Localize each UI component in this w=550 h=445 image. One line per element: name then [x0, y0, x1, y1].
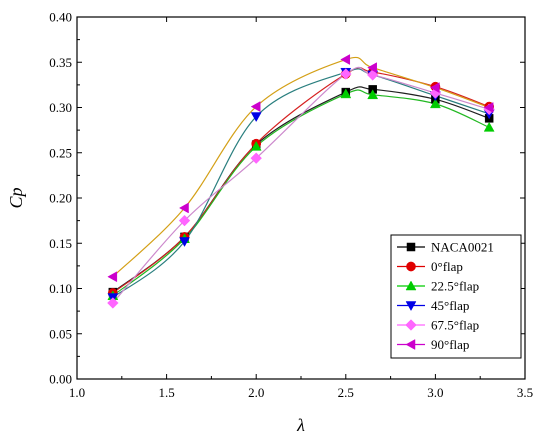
x-tick-label: 1.5 [158, 385, 174, 400]
x-tick-label: 3.5 [517, 385, 533, 400]
data-point-series-5 [429, 82, 440, 94]
legend-marker [405, 319, 417, 331]
legend-label: 22.5°flap [431, 279, 479, 294]
x-tick-label: 2.0 [248, 385, 264, 400]
data-point-series-2 [340, 88, 352, 99]
data-point-series-5 [250, 101, 261, 113]
y-tick-label: 0.30 [49, 100, 72, 115]
legend-marker [406, 261, 416, 272]
legend-marker [405, 339, 416, 350]
data-point-series-5 [179, 202, 189, 214]
y-tick-label: 0.10 [49, 281, 72, 296]
markers-group [107, 54, 495, 309]
data-point-series-4 [178, 214, 191, 227]
data-point-series-2 [483, 121, 495, 132]
y-tick-label: 0.20 [49, 191, 72, 206]
legend-box [390, 234, 522, 359]
x-tick-label: 3.0 [427, 385, 443, 400]
y-tick-label: 0.25 [49, 145, 72, 160]
x-tick-label: 1.0 [69, 385, 85, 400]
x-tick-label: 2.5 [338, 385, 354, 400]
x-axis-title: λ [296, 415, 305, 435]
data-point-series-4 [366, 69, 379, 81]
legend-label: 67.5°flap [431, 318, 479, 333]
y-tick-label: 0.05 [49, 326, 72, 341]
data-point-series-5 [483, 102, 494, 113]
data-point-series-3 [250, 112, 262, 123]
data-point-series-4 [340, 68, 352, 80]
y-tick-label: 0.00 [49, 372, 72, 387]
legend-marker [406, 242, 416, 252]
data-point-series-4 [250, 152, 262, 164]
legend-label: 45°flap [431, 298, 469, 313]
legend-label: 0°flap [431, 259, 463, 274]
legend-label: 90°flap [431, 337, 469, 352]
y-tick-label: 0.40 [49, 10, 72, 25]
data-point-series-3 [179, 237, 190, 247]
y-tick-label: 0.15 [49, 236, 72, 251]
data-point-series-2 [429, 98, 441, 109]
data-point-series-5 [367, 62, 377, 74]
data-point-series-5 [107, 271, 118, 283]
ticks-group: 1.0 1.5 2.0 2.5 3.0 3.5 0.00 0.05 0.10 0.15 0.20 0.… [49, 10, 533, 401]
data-point-series-2 [250, 140, 262, 151]
legend-label: NACA0021 [431, 240, 494, 255]
data-point-series-5 [340, 54, 351, 65]
legend: NACA0021 0°flap 22.5°flap 45°flap 67.5°flap 9… [390, 234, 522, 359]
y-tick-label: 0.35 [49, 55, 72, 70]
y-axis-title: Cp [6, 187, 26, 208]
data-point-series-4 [107, 297, 119, 309]
legend-marker [405, 301, 417, 312]
legend-marker [405, 280, 417, 291]
data-point-series-2 [367, 89, 379, 100]
